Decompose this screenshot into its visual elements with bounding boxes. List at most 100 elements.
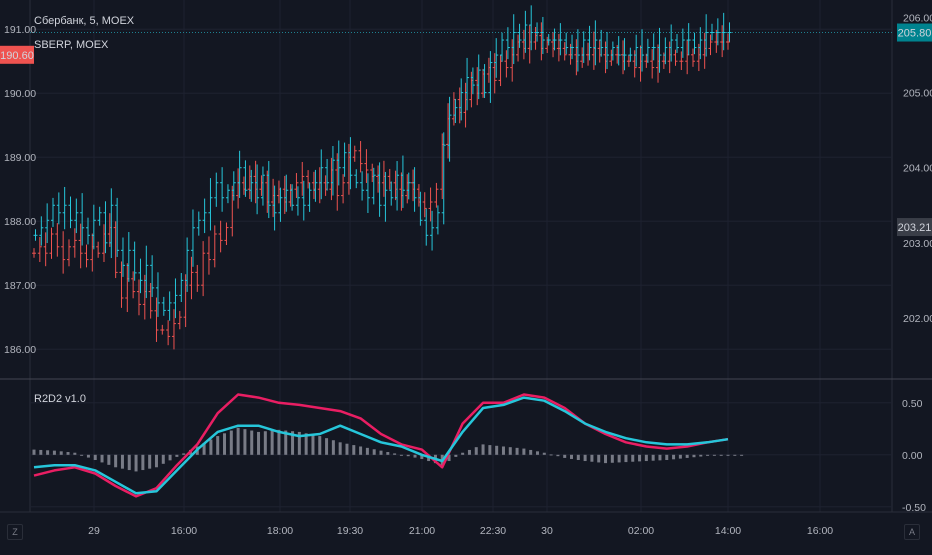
histogram-bar: [658, 454, 662, 461]
histogram-bar: [372, 449, 376, 455]
histogram-bar: [73, 452, 77, 455]
histogram-bar: [311, 434, 315, 455]
compare-reference-badge: 203.21: [898, 222, 932, 234]
histogram-bar: [399, 454, 403, 456]
histogram-bar: [590, 454, 594, 462]
main-series-legend: Сбербанк, 5, MOEX: [34, 15, 135, 27]
left-tick-label: 190.00: [4, 88, 36, 100]
time-axis-label: 18:00: [267, 525, 293, 537]
histogram-bar: [685, 454, 689, 458]
right-tick-label: 205.00: [903, 88, 932, 100]
time-axis-label: 22:30: [480, 525, 506, 537]
histogram-bar: [127, 454, 131, 471]
right-tick-label: 203.00: [903, 238, 932, 250]
compare-series-bars: [33, 5, 732, 321]
auto-scale-button[interactable]: A: [904, 524, 920, 540]
histogram-bar: [345, 443, 349, 455]
histogram-bar: [406, 454, 410, 457]
time-axis-label: 16:00: [807, 525, 833, 537]
time-axis-label: 02:00: [628, 525, 654, 537]
histogram-bar: [495, 445, 499, 455]
histogram-bar: [529, 449, 533, 455]
histogram-bar: [277, 429, 281, 455]
histogram-bar: [665, 454, 669, 460]
indicator-title: R2D2 v1.0: [34, 393, 86, 405]
histogram-bar: [318, 436, 322, 455]
histogram-bar: [576, 454, 580, 460]
histogram-bar: [719, 454, 723, 456]
left-tick-label: 187.00: [4, 280, 36, 292]
compare-reference-badge-bg: [897, 218, 932, 237]
indicator-tick-label: 0.50: [902, 398, 923, 410]
histogram-bar: [229, 430, 233, 455]
histogram-bar: [624, 454, 628, 463]
histogram-bar: [120, 454, 124, 469]
histogram-bar: [39, 449, 43, 455]
histogram-bar: [80, 454, 84, 456]
histogram-bar: [236, 427, 240, 455]
histogram-bar: [583, 454, 587, 462]
histogram-bar: [515, 447, 519, 455]
histogram-bar: [393, 453, 397, 455]
histogram-bar: [154, 454, 158, 468]
histogram-bar: [379, 450, 383, 455]
histogram-bar: [297, 431, 301, 455]
histogram-bar: [263, 431, 267, 455]
main-last-price-badge: 190.60: [0, 50, 34, 62]
histogram-bar: [86, 454, 90, 458]
histogram-bar: [726, 454, 730, 456]
histogram-bar: [141, 454, 145, 471]
histogram-bar: [175, 454, 179, 457]
left-tick-label: 188.00: [4, 216, 36, 228]
histogram-bar: [706, 454, 710, 456]
histogram-bar: [338, 442, 342, 455]
histogram-bar: [114, 454, 118, 468]
histogram-bar: [100, 454, 104, 463]
histogram-bar: [365, 447, 369, 455]
indicator-tick-label: 0.00: [902, 450, 923, 462]
histogram-bar: [168, 454, 172, 461]
histogram-bar: [447, 454, 451, 462]
timezone-icon: Z: [12, 527, 18, 537]
histogram-bar: [549, 454, 553, 456]
indicator-histogram: [32, 427, 744, 472]
compare-last-price-badge-bg: [897, 23, 932, 42]
right-tick-label: 202.00: [903, 313, 932, 325]
histogram-bar: [223, 433, 227, 455]
histogram-bar: [542, 452, 546, 455]
time-axis-label: 29: [88, 525, 100, 537]
histogram-bar: [270, 430, 274, 455]
histogram-bar: [32, 449, 36, 455]
histogram-bar: [597, 454, 601, 463]
compare-series-legend: SBERP, MOEX: [34, 39, 109, 51]
histogram-bar: [413, 454, 417, 458]
auto-scale-icon: A: [908, 527, 915, 537]
histogram-bar: [610, 454, 614, 463]
right-tick-label: 204.00: [903, 163, 932, 175]
histogram-bar: [93, 454, 97, 460]
histogram-bar: [66, 452, 70, 455]
histogram-bar: [202, 443, 206, 455]
histogram-bar: [257, 431, 261, 455]
histogram-bar: [556, 454, 560, 457]
main-last-price-badge-bg: [0, 45, 34, 64]
histogram-bar: [359, 446, 363, 455]
histogram-bar: [46, 450, 50, 455]
left-tick-label: 189.00: [4, 152, 36, 164]
histogram-bar: [651, 454, 655, 461]
histogram-bar: [161, 454, 165, 464]
histogram-bar: [209, 439, 213, 455]
histogram-bar: [617, 454, 621, 463]
histogram-bar: [304, 433, 308, 455]
timezone-button[interactable]: Z: [7, 524, 23, 540]
histogram-bar: [563, 454, 567, 458]
histogram-bar: [216, 436, 220, 455]
histogram-bar: [291, 431, 295, 455]
histogram-bar: [712, 454, 716, 456]
left-tick-label: 191.00: [4, 24, 36, 36]
histogram-bar: [631, 454, 635, 462]
indicator-line-cyan: [33, 396, 729, 495]
histogram-bar: [535, 451, 539, 455]
